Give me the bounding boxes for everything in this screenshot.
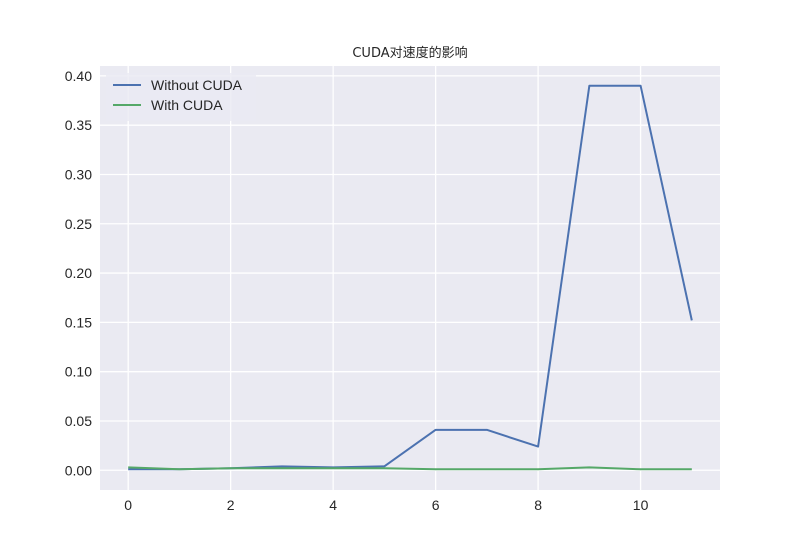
y-tick-label: 0.30	[65, 166, 92, 182]
x-tick-label: 6	[432, 497, 440, 513]
y-tick-label: 0.20	[65, 265, 92, 281]
y-tick-label: 0.40	[65, 68, 92, 84]
y-tick-label: 0.00	[65, 462, 92, 478]
y-axis: 0.00 0.05 0.10 0.15 0.20 0.25 0.30 0.35 0.40	[65, 68, 92, 478]
legend: Without CUDA With CUDA	[106, 73, 256, 121]
legend-label-without-cuda: Without CUDA	[151, 77, 243, 93]
x-tick-label: 8	[534, 497, 542, 513]
chart-title: CUDA对速度的影响	[352, 45, 467, 61]
x-tick-label: 4	[329, 497, 337, 513]
series-line-with-cuda	[128, 466, 692, 471]
plot-area	[100, 66, 720, 490]
x-tick-label: 0	[124, 497, 132, 513]
x-tick-label: 2	[227, 497, 235, 513]
y-tick-label: 0.15	[65, 314, 92, 330]
legend-label-with-cuda: With CUDA	[151, 97, 223, 113]
y-tick-label: 0.10	[65, 364, 92, 380]
y-tick-label: 0.25	[65, 216, 92, 232]
y-tick-label: 0.35	[65, 117, 92, 133]
grid	[100, 66, 720, 490]
x-tick-label: 10	[633, 497, 649, 513]
y-tick-label: 0.05	[65, 413, 92, 429]
legend-box	[106, 73, 256, 121]
series-layer	[128, 84, 693, 471]
x-axis: 0 2 4 6 8 10	[124, 497, 648, 513]
